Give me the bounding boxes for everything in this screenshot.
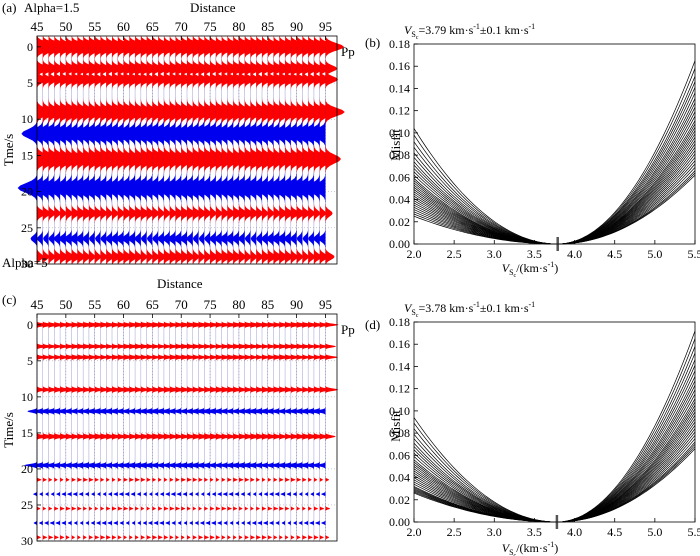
x-tick-label: 60 [117,297,130,312]
x-tick-label: 3.0 [487,247,502,261]
figure: (a) Alpha=1.5 Distance Tme/s Pp 45 50 55 60… [0,0,700,556]
y-tick-label: 25 [21,498,33,512]
panel-d-xlabel-text: /(km·s [516,541,548,555]
y-tick-label: 0.14 [389,81,410,95]
panel-c-ylabel: Time/s [1,412,16,448]
x-tick-label: 2.5 [447,247,462,261]
panel-b-label: (b) [365,35,380,50]
x-tick-label: 75 [204,297,217,312]
panel-d-xlabel-sup: -1 [548,540,555,549]
x-tick-label: 4.5 [607,247,622,261]
x-tick-label: 85 [261,19,274,34]
x-tick-label: 80 [232,19,245,34]
panel-b-title-text2: ±0.1 km·s [480,23,529,37]
panel-c-xlabel: Distance [157,276,203,291]
x-tick-label: 60 [117,19,130,34]
y-tick-label: 0.04 [389,193,410,207]
x-tick-label: 65 [146,297,159,312]
x-tick-label: 3.5 [527,247,542,261]
panel-d-label: (d) [365,317,380,332]
y-tick-label: 5 [27,76,33,90]
y-tick-label: 15 [21,426,33,440]
y-tick-label: 0 [27,318,33,332]
y-tick-label: 10 [21,390,33,404]
y-tick-label: 0.00 [389,237,410,251]
y-tick-label: 0.16 [389,59,410,73]
y-tick-label: 0.08 [389,426,410,440]
panel-d-title-text: =3.78 km·s [418,301,473,315]
x-tick-label: 5.5 [688,525,700,539]
y-tick-label: 0.12 [389,104,410,118]
panel-d-title-sup: -1 [473,300,480,309]
panel-a-label: (a) [2,0,16,15]
y-tick-label: 0.16 [389,337,410,351]
panel-a-title: Alpha=1.5 [24,0,79,15]
y-tick-label: 0.10 [389,126,410,140]
y-tick-label: 0.18 [389,315,410,329]
y-tick-label: 5 [27,354,33,368]
y-tick-label: 0 [27,40,33,54]
y-tick-label: 0.18 [389,37,410,51]
panel-d-title-text2: ±0.1 km·s [480,301,529,315]
x-tick-label: 45 [31,297,44,312]
x-tick-label: 90 [290,19,303,34]
y-tick-label: 0.02 [389,215,410,229]
x-tick-label: 4.0 [567,247,582,261]
x-tick-label: 55 [88,19,101,34]
y-tick-label: 0.14 [389,359,410,373]
panel-b-xlabel-text2: ) [554,261,558,275]
x-tick-label: 95 [319,19,332,34]
x-tick-label: 5.0 [647,247,662,261]
panel-d-title-sup2: -1 [529,300,536,309]
y-tick-label: 20 [21,185,33,199]
panel-c-label: (c) [2,292,16,307]
x-tick-label: 55 [88,297,101,312]
panel-a-xlabel: Distance [190,0,236,15]
x-tick-label: 3.5 [527,525,542,539]
x-tick-label: 4.0 [567,525,582,539]
x-tick-label: 90 [290,297,303,312]
panel-c-phase-label: Pp [341,322,355,337]
panel-c-title: Alpha=5 [2,255,48,270]
y-tick-label: 0.12 [389,382,410,396]
x-tick-label: 85 [261,297,274,312]
y-tick-label: 15 [21,148,33,162]
y-tick-label: 0.06 [389,170,410,184]
panel-b-xlabel-sup: -1 [548,260,555,269]
background [0,0,700,556]
x-tick-label: 3.0 [487,525,502,539]
x-tick-label: 5.0 [647,525,662,539]
y-tick-label: 20 [21,462,33,476]
x-tick-label: 4.5 [607,525,622,539]
x-tick-label: 70 [175,19,188,34]
panel-b-xlabel-text: /(km·s [516,261,548,275]
x-tick-label: 50 [59,297,72,312]
y-tick-label: 0.02 [389,493,410,507]
x-tick-label: 80 [232,297,245,312]
panel-b-title-text: =3.79 km·s [418,23,473,37]
panel-b-title-sup2: -1 [529,22,536,31]
y-tick-label: 0.08 [389,148,410,162]
x-tick-label: 5.5 [688,247,700,261]
y-tick-label: 25 [21,221,33,235]
y-tick-label: 0.06 [389,448,410,462]
x-tick-label: 50 [59,19,72,34]
panel-a-ylabel: Tme/s [1,134,16,167]
x-tick-label: 95 [319,297,332,312]
x-tick-label: 2.5 [447,525,462,539]
y-tick-label: 10 [21,112,33,126]
y-tick-label: 30 [21,534,33,548]
y-tick-label: 0.04 [389,471,410,485]
x-tick-label: 45 [31,19,44,34]
x-tick-label: 65 [146,19,159,34]
panel-b-title-sup: -1 [473,22,480,31]
x-tick-label: 75 [204,19,217,34]
panel-d-xlabel-text2: ) [554,541,558,555]
x-tick-label: 70 [175,297,188,312]
figure-canvas: (a) Alpha=1.5 Distance Tme/s Pp 45 50 55 60… [0,0,700,556]
y-tick-label: 0.10 [389,404,410,418]
y-tick-label: 0.00 [389,515,410,529]
